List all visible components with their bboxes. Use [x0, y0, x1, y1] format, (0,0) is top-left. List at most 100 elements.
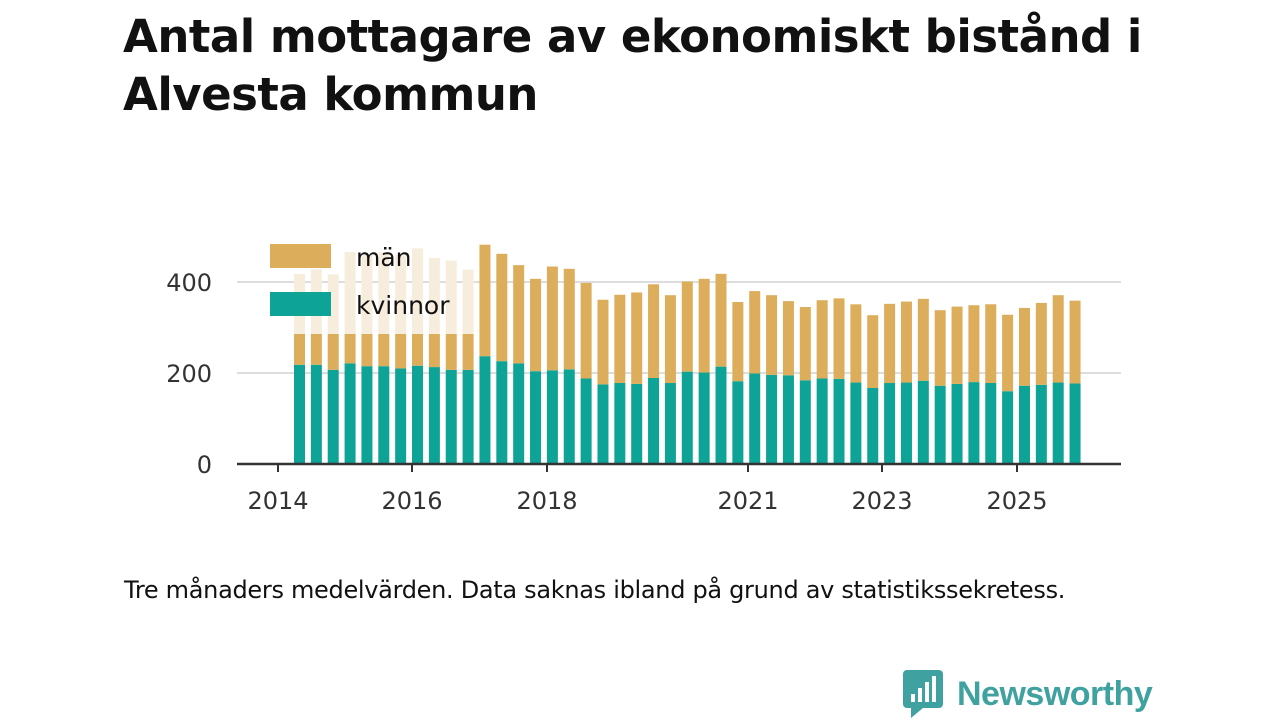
bar-kvinnor: [496, 361, 508, 464]
bar-kvinnor: [681, 371, 693, 464]
bar-man: [1052, 295, 1064, 383]
bar-man: [327, 334, 339, 370]
bar-kvinnor: [900, 382, 912, 464]
bar-kvinnor: [344, 363, 356, 464]
bar-kvinnor: [917, 380, 929, 464]
bar-kvinnor: [395, 368, 407, 464]
bar-man: [378, 334, 390, 367]
bar-man: [985, 304, 997, 384]
bar-man: [1018, 307, 1030, 386]
bar-kvinnor: [1052, 382, 1064, 464]
bar-man: [799, 307, 811, 381]
bar-man: [968, 305, 980, 383]
bar-man-faded: [445, 260, 457, 334]
bar-man: [715, 273, 727, 367]
bar-man: [1002, 314, 1014, 392]
bar-man: [445, 334, 457, 370]
bar-man: [664, 295, 676, 384]
bar-kvinnor: [294, 364, 305, 464]
bar-man: [698, 278, 710, 373]
bar-kvinnor: [479, 356, 491, 464]
bar-kvinnor: [985, 383, 997, 464]
y-axis-ticks: 0 200 400: [166, 269, 212, 479]
bar-kvinnor: [951, 383, 963, 464]
bar-man: [563, 268, 575, 370]
bar-kvinnor: [327, 369, 339, 464]
bar-kvinnor: [428, 367, 440, 464]
bar-kvinnor: [580, 378, 592, 464]
bar-man-faded: [428, 257, 440, 334]
y-tick-label: 200: [166, 360, 212, 388]
bar-kvinnor: [715, 366, 727, 464]
bar-kvinnor: [648, 378, 660, 464]
x-tick-label: 2023: [851, 487, 912, 515]
bar-man: [546, 266, 558, 371]
bar-man: [395, 334, 407, 369]
bar-man: [766, 295, 778, 375]
bar-kvinnor: [462, 369, 474, 464]
bar-kvinnor: [530, 371, 542, 464]
bar-kvinnor: [361, 366, 373, 464]
legend-swatch: [270, 292, 331, 316]
brand-name: Newsworthy: [957, 674, 1153, 713]
x-tick-label: 2016: [381, 487, 442, 515]
bar-kvinnor: [884, 383, 896, 464]
bar-man: [597, 299, 609, 385]
x-tick-label: 2014: [247, 487, 308, 515]
bar-man: [428, 334, 440, 368]
bar-chart-icon: [903, 670, 943, 718]
bar-kvinnor: [850, 382, 862, 464]
bar-man-faded: [378, 252, 390, 334]
bar-man: [294, 334, 305, 365]
bar-man: [412, 334, 424, 366]
bar-kvinnor: [1035, 384, 1047, 464]
bar-man: [681, 281, 693, 372]
bar-kvinnor: [563, 369, 575, 464]
bar-man: [816, 300, 828, 379]
bar-man: [900, 301, 912, 383]
bar-man: [833, 298, 845, 379]
bar-man: [310, 334, 322, 365]
bar-kvinnor: [597, 384, 609, 464]
bar-man: [867, 315, 879, 389]
bar-kvinnor: [631, 383, 643, 464]
bar-man: [614, 294, 626, 384]
bar-kvinnor: [664, 383, 676, 464]
bar-kvinnor: [412, 365, 424, 464]
bar-kvinnor: [614, 383, 626, 464]
x-axis: 2014 2016 2018 2021 2023 2025: [237, 462, 1121, 515]
bar-kvinnor: [749, 373, 761, 464]
y-tick-label: 0: [197, 451, 212, 479]
bar-kvinnor: [1069, 383, 1081, 464]
bar-man-faded: [412, 248, 424, 334]
x-tick-label: 2021: [717, 487, 778, 515]
bar-man: [782, 301, 794, 376]
bar-man: [917, 298, 929, 381]
bar-kvinnor: [968, 382, 980, 464]
x-tick-label: 2018: [516, 487, 577, 515]
bar-kvinnor: [782, 375, 794, 464]
bar-man-faded: [361, 254, 373, 334]
bar-kvinnor: [1018, 385, 1030, 464]
brand[interactable]: Newsworthy: [903, 670, 1153, 718]
bar-man: [850, 304, 862, 383]
bar-man: [951, 306, 963, 384]
bars: [294, 244, 1081, 464]
bar-man: [884, 303, 896, 384]
bar-kvinnor: [698, 372, 710, 464]
bar-kvinnor: [934, 385, 946, 464]
bar-kvinnor: [1002, 391, 1014, 464]
bar-kvinnor: [732, 381, 744, 464]
bar-man: [479, 244, 491, 357]
bar-man: [580, 282, 592, 379]
bar-man: [1035, 302, 1047, 385]
bar-kvinnor: [378, 366, 390, 464]
bar-man: [648, 284, 660, 379]
x-tick-label: 2025: [986, 487, 1047, 515]
bar-man: [1069, 300, 1081, 384]
bar-man: [749, 291, 761, 374]
bar-man: [496, 253, 508, 362]
bar-man: [631, 292, 643, 384]
bar-kvinnor: [816, 378, 828, 464]
